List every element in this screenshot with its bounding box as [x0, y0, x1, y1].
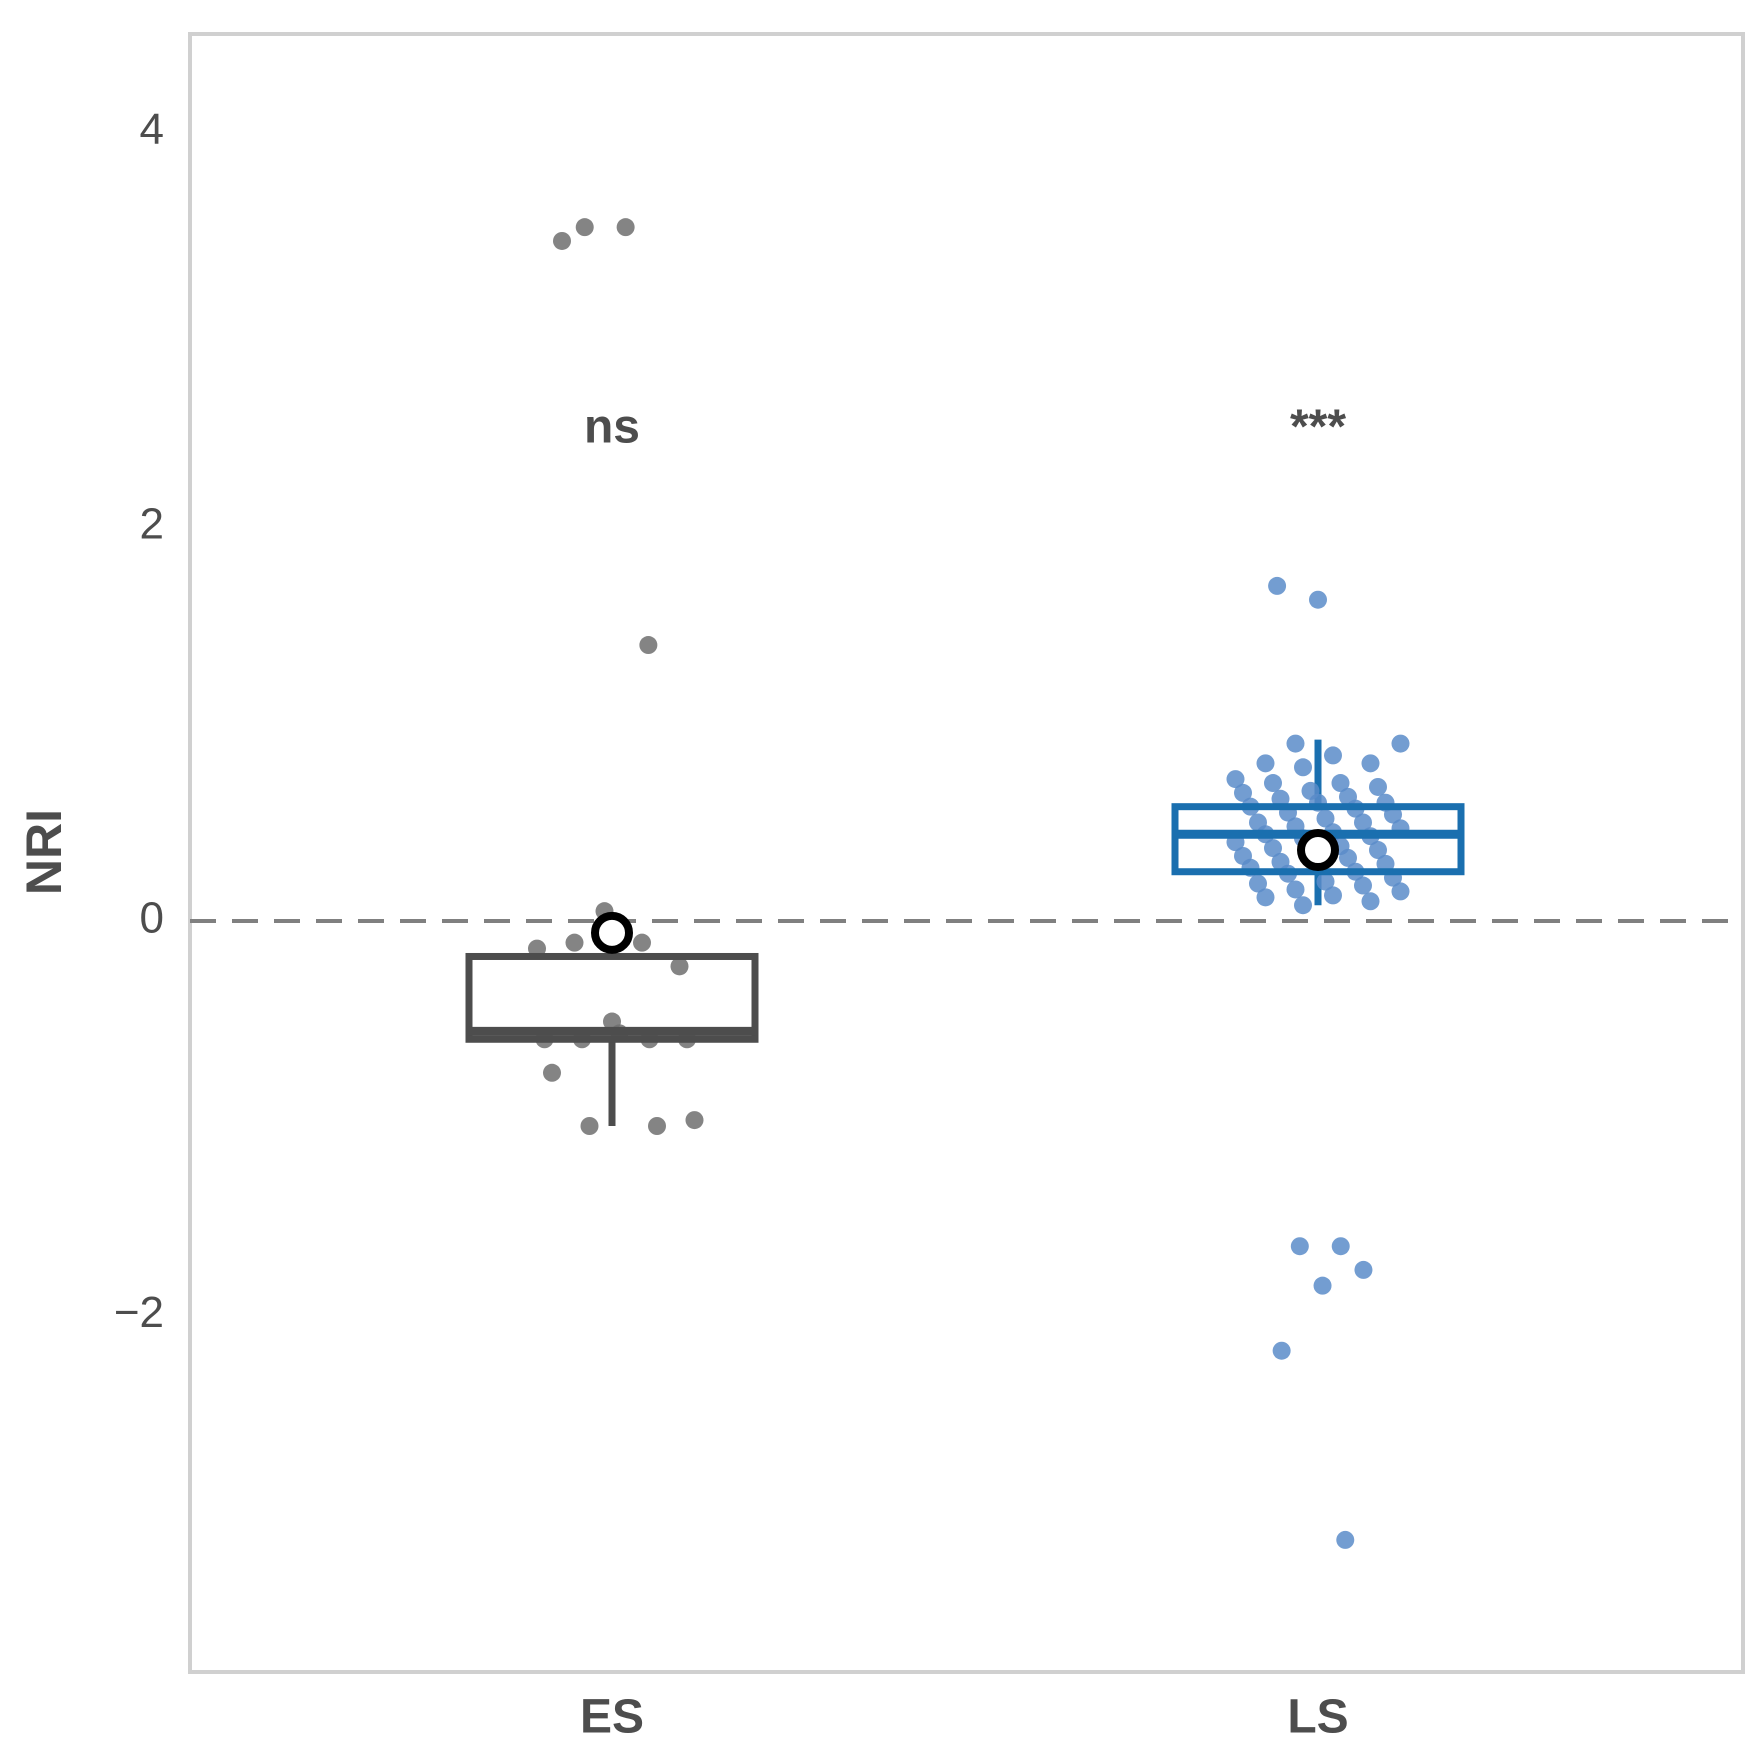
data-point [1354, 1260, 1373, 1279]
x-tick-label: ES [580, 1691, 644, 1744]
data-point [1226, 770, 1245, 789]
data-point [1290, 1237, 1309, 1256]
data-point [1391, 882, 1410, 901]
data-point [616, 218, 635, 237]
data-point [1286, 880, 1305, 899]
data-point [1313, 1276, 1332, 1295]
significance-label: ns [584, 401, 640, 454]
data-point [543, 1063, 561, 1082]
significance-label: *** [1290, 401, 1346, 454]
data-point [1331, 1237, 1350, 1256]
data-point [648, 1117, 666, 1135]
data-point [1336, 1530, 1355, 1549]
data-point [1316, 809, 1335, 828]
data-point [1234, 783, 1252, 802]
x-tick-label: LS [1287, 1691, 1348, 1744]
data-point [1294, 896, 1312, 915]
mean-marker [591, 911, 633, 954]
data-point [1324, 886, 1342, 905]
y-tick-label: 2 [140, 499, 164, 548]
data-point [1361, 892, 1380, 911]
box [465, 952, 759, 1043]
data-point [1268, 576, 1287, 595]
data-point [1316, 872, 1335, 891]
data-point [575, 218, 594, 237]
data-point [1264, 839, 1282, 858]
data-point [1249, 874, 1267, 893]
data-point [1272, 1341, 1291, 1360]
data-point [553, 231, 571, 250]
panel-border [188, 32, 1745, 1674]
data-point [685, 1111, 704, 1130]
y-tick-label: −2 [114, 1288, 164, 1337]
data-point [1369, 777, 1387, 796]
data-point [1369, 841, 1387, 860]
data-point [580, 1117, 599, 1135]
data-point [1294, 758, 1312, 777]
data-point [1256, 888, 1275, 907]
box [1171, 803, 1465, 876]
data-point [1361, 754, 1380, 773]
data-point [1354, 876, 1372, 895]
mean-marker [1297, 829, 1339, 872]
data-point [1391, 734, 1410, 753]
data-point [1339, 848, 1357, 867]
data-point [670, 957, 689, 976]
data-point [1264, 774, 1282, 793]
y-tick-label: 0 [140, 894, 164, 943]
y-axis-label: NRI [16, 809, 72, 895]
y-tick-label: 4 [140, 105, 164, 154]
data-point [639, 636, 658, 655]
data-point [633, 933, 651, 952]
data-point [1309, 590, 1327, 609]
data-point [1354, 813, 1372, 832]
data-point [1286, 734, 1305, 753]
data-point [1331, 774, 1350, 793]
data-point [1324, 746, 1342, 765]
data-point [565, 933, 584, 952]
data-point [1256, 754, 1275, 773]
